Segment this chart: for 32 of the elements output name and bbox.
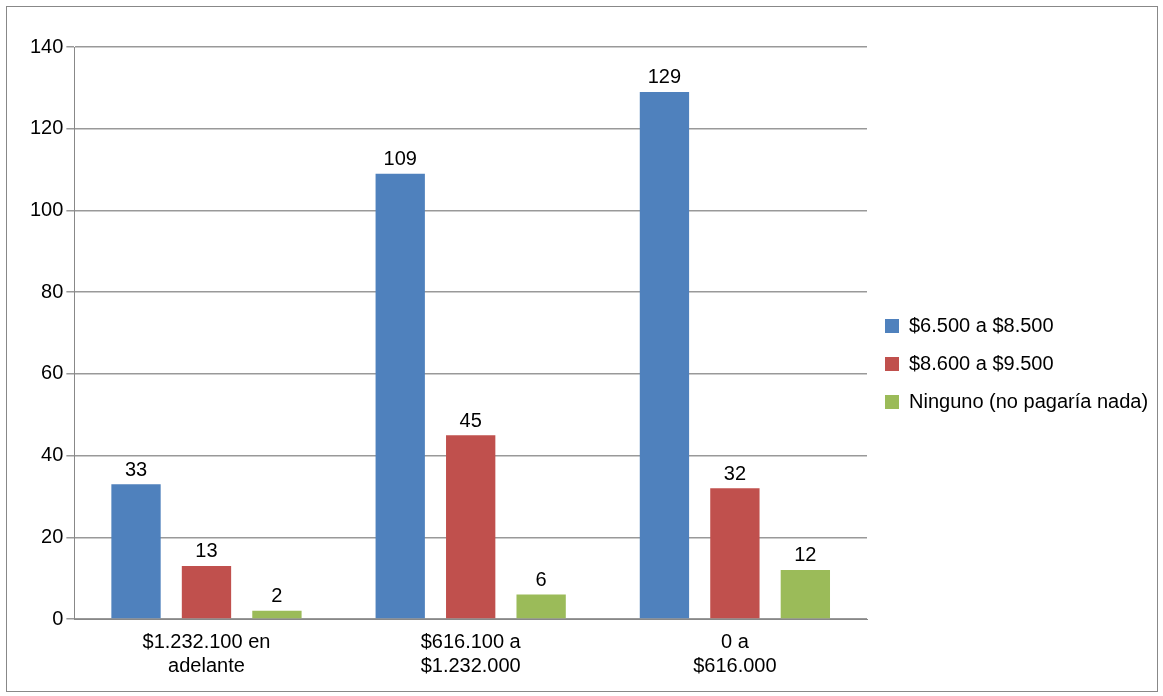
bar — [181, 565, 232, 619]
x-tick-label: $1.232.100 en adelante — [142, 629, 271, 676]
y-tick-label: 40 — [41, 443, 64, 466]
data-label: 109 — [383, 147, 417, 170]
y-tick-label: 140 — [29, 34, 64, 57]
data-label: 13 — [195, 539, 218, 562]
data-label: 32 — [723, 461, 747, 484]
bar — [252, 610, 302, 619]
bar — [111, 484, 161, 619]
x-tick-label: 0 a $616.000 — [693, 629, 777, 676]
data-label: 2 — [271, 584, 283, 607]
bar — [516, 594, 566, 619]
legend-label: $8.600 a $9.500 — [909, 351, 1054, 374]
legend-label: Ninguno (no pagaría nada) — [909, 389, 1149, 412]
data-label: 45 — [459, 408, 482, 431]
bar — [639, 91, 690, 619]
bar — [710, 488, 760, 619]
y-tick-label: 80 — [41, 279, 64, 302]
legend-label: $6.500 a $8.500 — [909, 313, 1054, 336]
bar — [446, 435, 496, 619]
data-label: 129 — [647, 65, 682, 88]
x-tick-label: $616.100 a $1.232.000 — [420, 629, 522, 676]
y-tick-label: 120 — [29, 116, 64, 139]
data-label: 12 — [794, 543, 817, 566]
y-tick-label: 20 — [41, 524, 64, 547]
y-tick-label: 100 — [29, 197, 64, 220]
data-label: 6 — [535, 568, 547, 590]
y-tick-label: 60 — [41, 361, 64, 384]
data-label: 33 — [124, 457, 148, 480]
bar — [375, 173, 425, 619]
bar — [780, 569, 831, 619]
y-tick-label: 0 — [52, 606, 64, 629]
